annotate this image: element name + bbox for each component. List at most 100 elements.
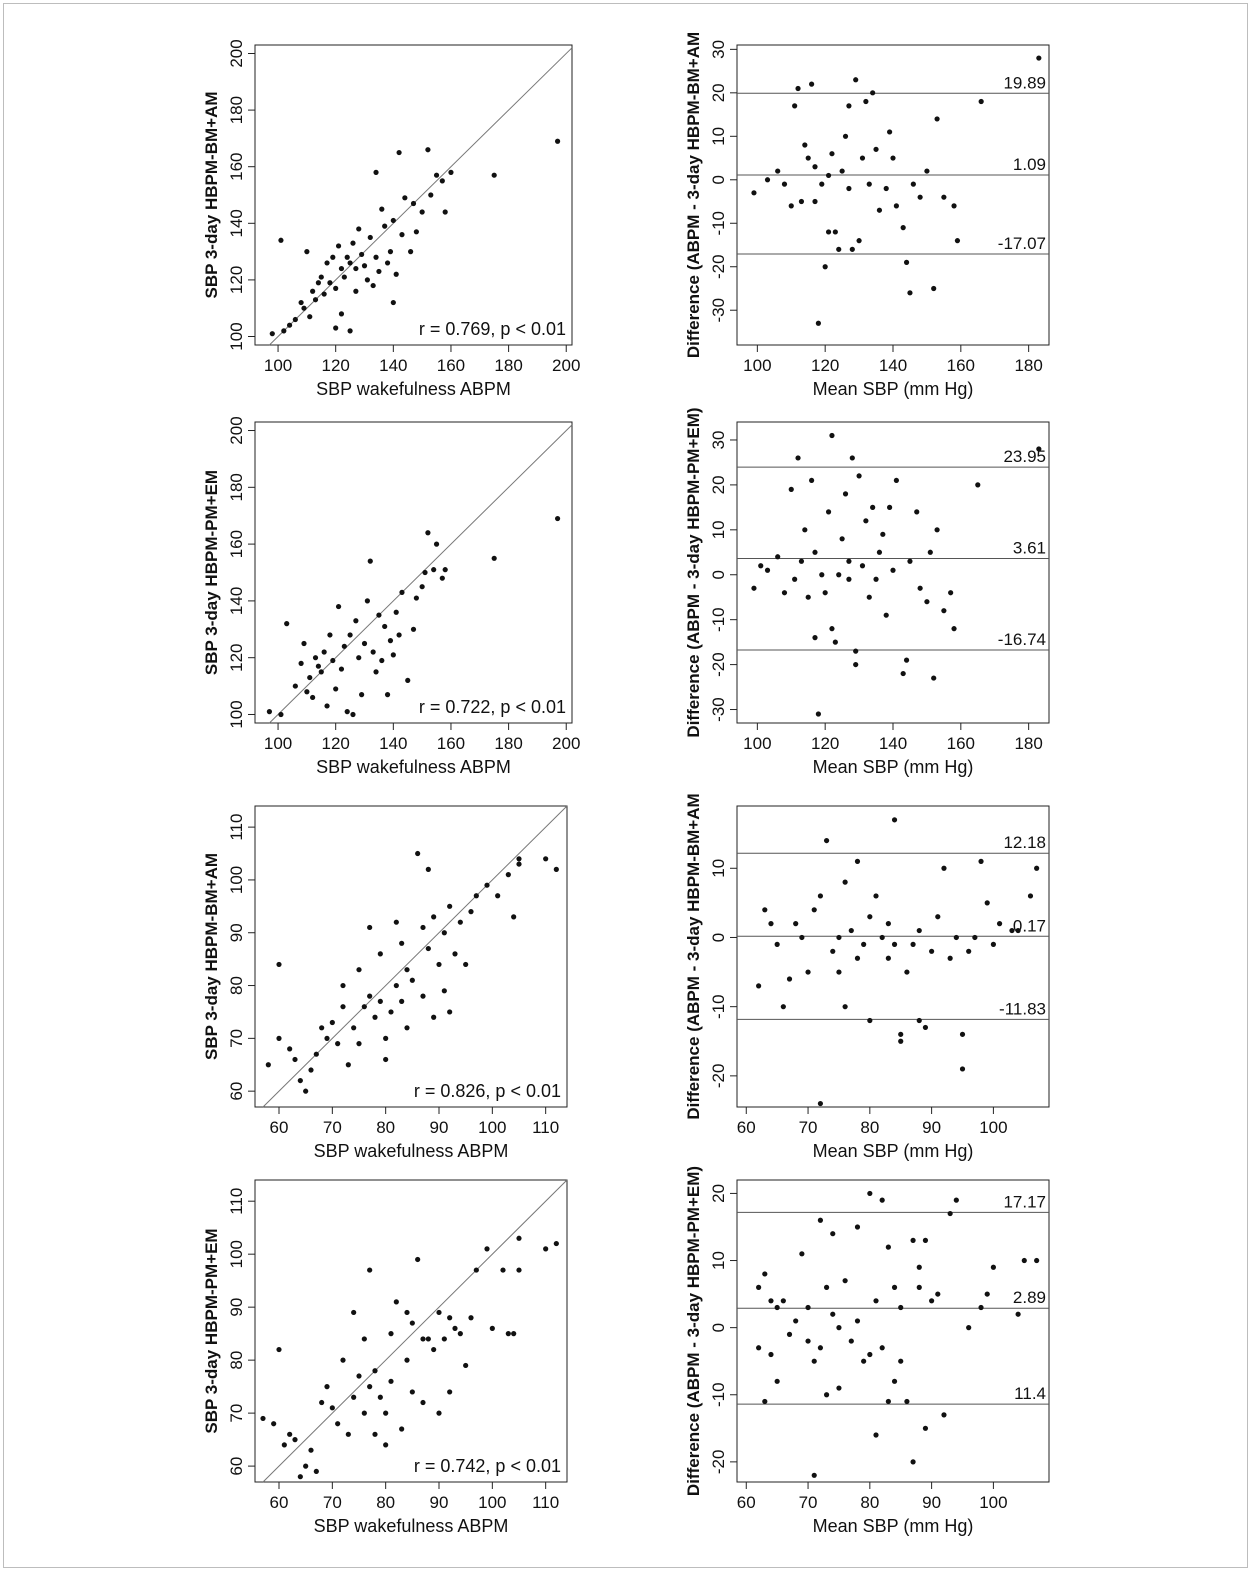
data-point	[347, 632, 353, 638]
data-point	[863, 98, 869, 105]
data-point	[333, 325, 339, 331]
x-axis-label: Mean SBP (mm Hg)	[813, 1516, 974, 1536]
y-tick-label: 180	[227, 96, 246, 124]
data-point	[495, 893, 501, 899]
data-point	[811, 907, 817, 913]
chart-panel-4: 23.95 3.61 -16.74 100 120 140 160 180 -30 -20 -10 0…	[684, 407, 1050, 777]
data-point	[345, 1431, 351, 1437]
x-tick-label: 140	[879, 734, 907, 753]
data-point	[367, 1384, 373, 1390]
data-point	[832, 229, 838, 235]
y-tick-label: 160	[227, 530, 246, 558]
data-point	[361, 1336, 367, 1342]
data-point	[335, 603, 342, 610]
data-point	[941, 194, 947, 200]
data-point	[415, 1256, 421, 1263]
chart-panel-3: 100 120 140 160 180 200 100 120 140 160 180 200 SBP …	[202, 416, 580, 777]
data-point	[441, 1336, 447, 1342]
reference-line-label: 12.18	[1003, 833, 1046, 852]
data-point	[903, 259, 910, 265]
data-point	[764, 177, 771, 183]
y-tick-label: 60	[227, 1082, 246, 1101]
data-point	[364, 277, 370, 283]
data-point	[951, 203, 957, 209]
data-point	[849, 455, 855, 461]
data-point	[848, 1338, 854, 1344]
data-point	[364, 598, 370, 604]
data-point	[387, 638, 394, 644]
x-tick-label: 160	[947, 734, 975, 753]
data-point	[916, 1284, 922, 1290]
data-point	[442, 209, 448, 215]
data-point	[372, 1014, 378, 1020]
data-point	[399, 940, 405, 946]
data-point	[338, 666, 345, 672]
data-point	[333, 285, 339, 291]
correlation-annotation: r = 0.769, p < 0.01	[419, 319, 566, 339]
data-point	[762, 1398, 768, 1405]
correlation-annotation: r = 0.826, p < 0.01	[414, 1081, 561, 1101]
x-tick-label: 90	[430, 1118, 449, 1137]
data-point	[811, 1472, 817, 1478]
data-point	[859, 155, 866, 161]
data-point	[830, 1231, 836, 1237]
data-point	[318, 669, 324, 675]
data-point	[867, 914, 873, 920]
data-point	[308, 1067, 314, 1073]
data-point	[891, 817, 898, 823]
data-point	[883, 612, 889, 618]
data-point	[425, 147, 431, 153]
data-point	[799, 1251, 805, 1257]
reference-line-label: 19.89	[1003, 73, 1046, 92]
data-point	[370, 649, 376, 655]
data-point	[399, 232, 405, 238]
data-point	[442, 567, 448, 573]
data-point	[441, 930, 447, 936]
data-point	[329, 1405, 335, 1411]
data-point	[829, 626, 835, 632]
data-point	[372, 1368, 378, 1374]
data-point	[372, 1431, 378, 1437]
data-point	[383, 1056, 389, 1063]
data-point	[324, 1384, 330, 1390]
x-tick-label: 60	[270, 1118, 289, 1137]
data-point	[910, 1459, 916, 1465]
data-point	[439, 575, 445, 581]
data-point	[269, 331, 275, 337]
data-point	[854, 858, 861, 864]
plot-area	[736, 1179, 1050, 1483]
data-point	[848, 927, 854, 934]
data-point	[447, 1009, 453, 1015]
data-point	[966, 948, 972, 954]
data-point	[984, 1291, 990, 1297]
data-point	[823, 1284, 830, 1290]
data-point	[873, 893, 879, 899]
data-point	[876, 549, 883, 555]
y-tick-label: -10	[709, 607, 728, 632]
y-tick-label: -20	[709, 254, 728, 279]
data-point	[356, 1041, 362, 1047]
data-point	[751, 585, 757, 591]
correlation-annotation: r = 0.742, p < 0.01	[414, 1456, 561, 1476]
data-point	[473, 893, 479, 899]
data-point	[863, 518, 869, 524]
data-point	[554, 138, 561, 144]
data-point	[815, 711, 821, 717]
y-tick-label: -20	[709, 1064, 728, 1089]
data-point	[873, 146, 879, 152]
x-axis-label: SBP wakefulness ABPM	[314, 1516, 509, 1536]
data-point	[383, 1442, 389, 1448]
data-point	[830, 948, 836, 954]
data-point	[996, 921, 1003, 927]
data-point	[917, 585, 923, 591]
data-point	[978, 858, 984, 864]
data-point	[340, 1004, 346, 1010]
y-tick-label: 30	[709, 431, 728, 450]
data-point	[367, 558, 373, 564]
x-tick-label: 100	[743, 356, 771, 375]
data-point	[361, 640, 368, 647]
data-point	[489, 1325, 495, 1331]
data-point	[823, 837, 830, 844]
data-point	[286, 322, 293, 328]
data-point	[870, 504, 876, 510]
